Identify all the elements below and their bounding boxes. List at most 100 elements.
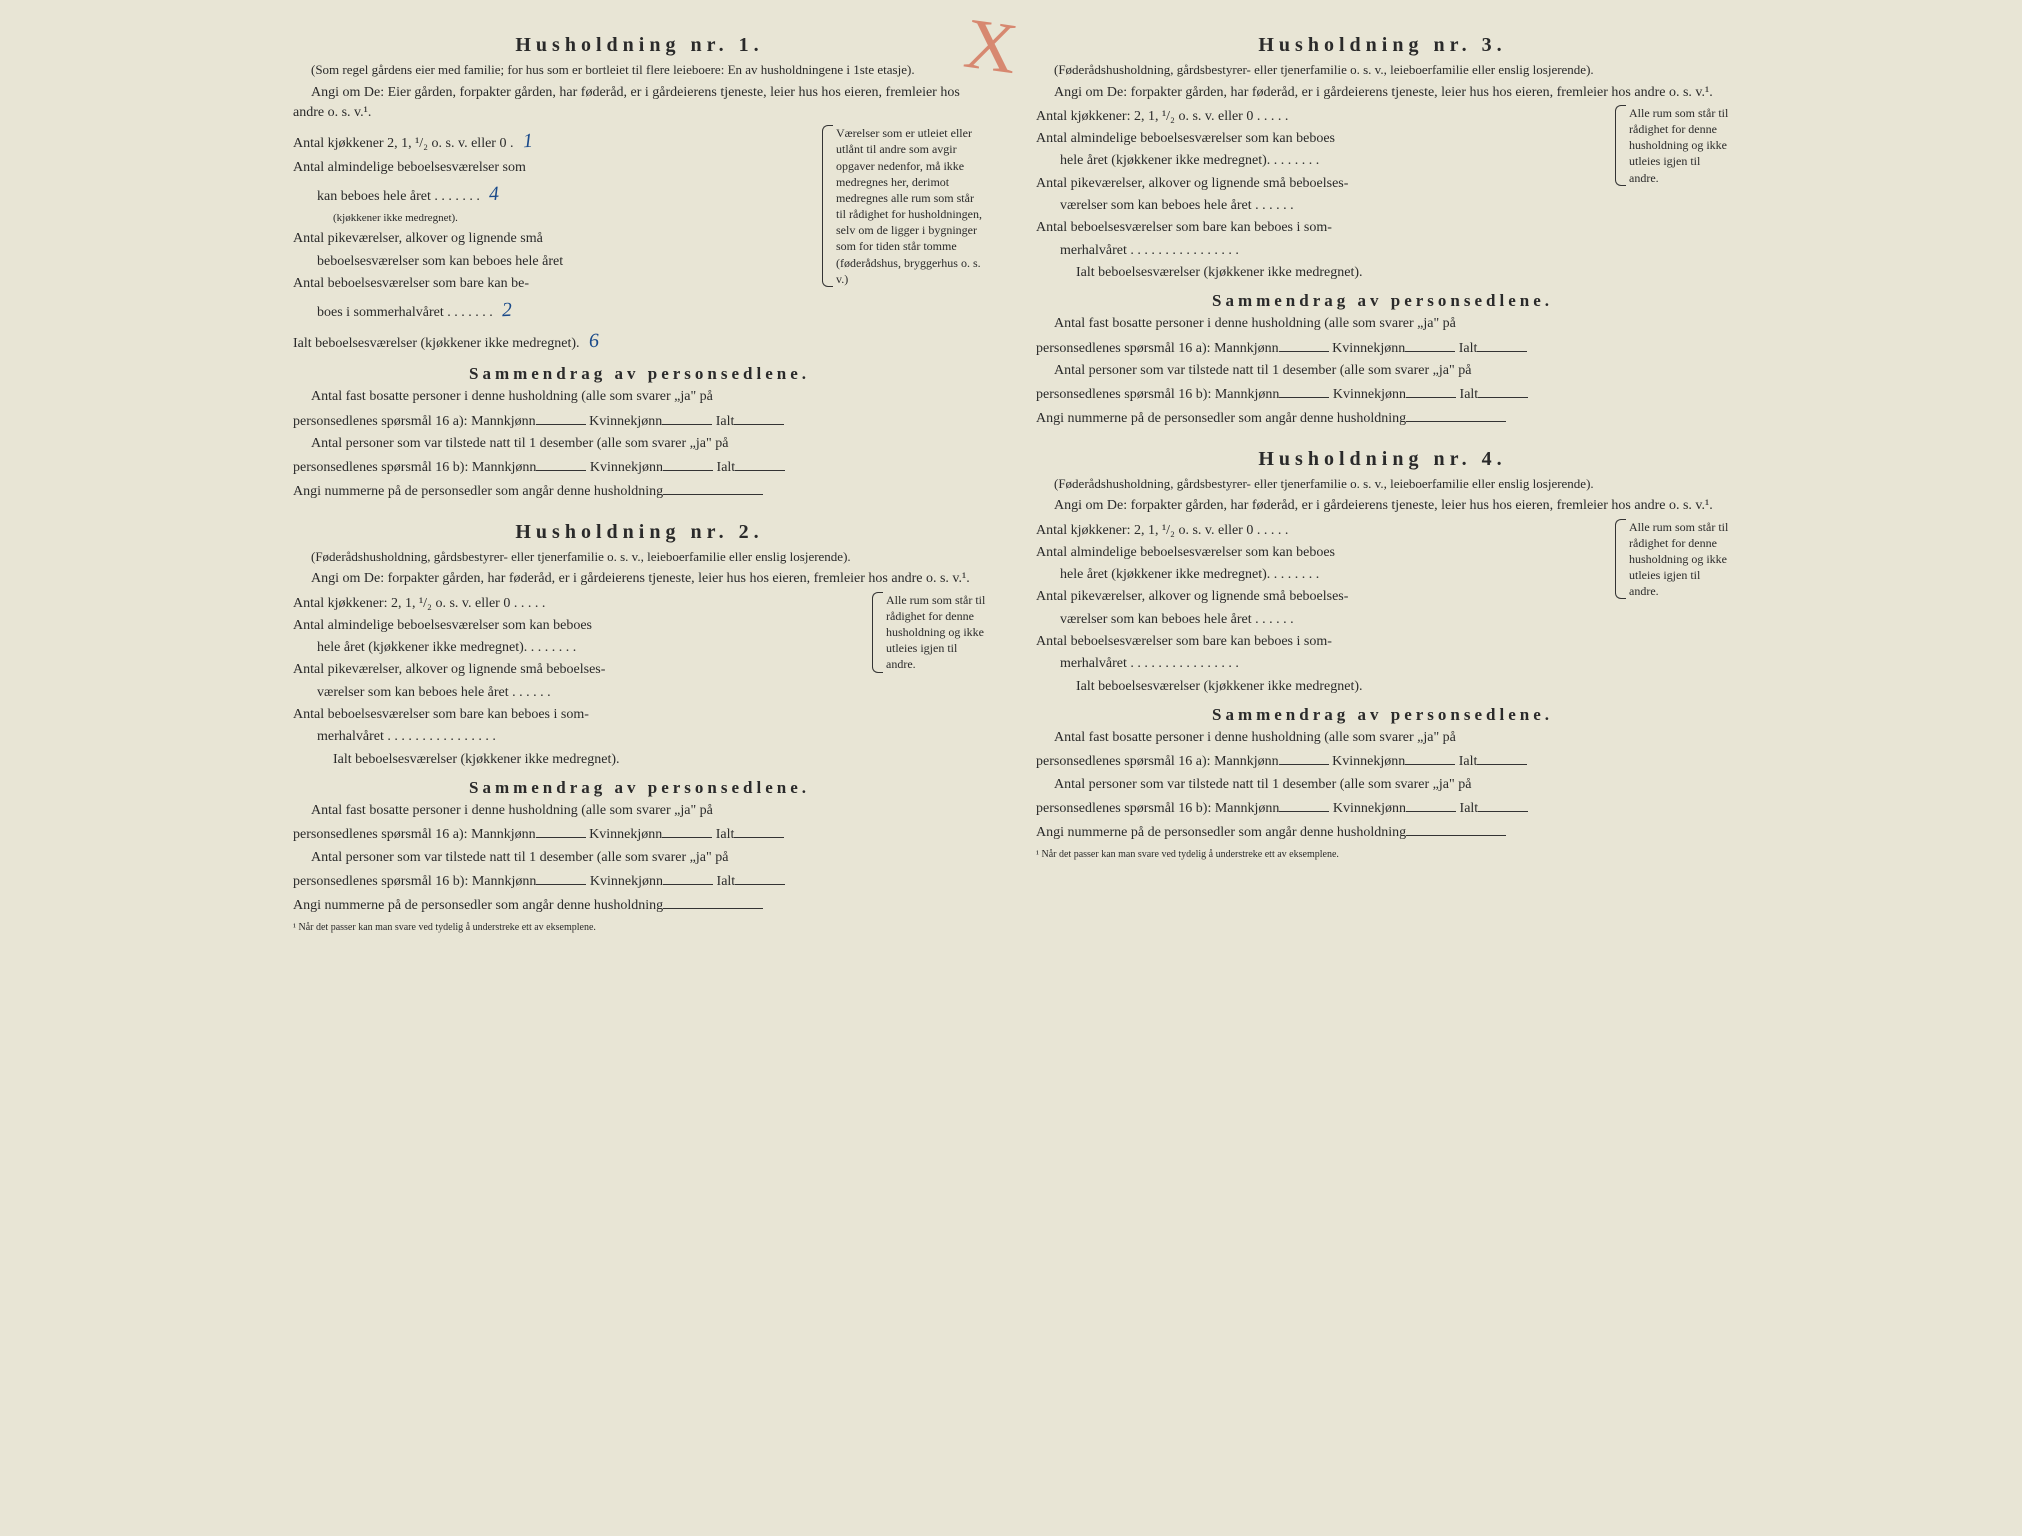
- s4-l1a: Antal fast bosatte personer i denne hush…: [1036, 728, 1729, 748]
- footnote-right: ¹ Når det passer kan man svare ved tydel…: [1036, 849, 1729, 860]
- s4l3: Angi nummerne på de personsedler som ang…: [1036, 825, 1406, 840]
- footnote-left: ¹ Når det passer kan man svare ved tydel…: [293, 922, 986, 933]
- hh2-q3b: værelser som kan beboes hele året . . . …: [293, 683, 874, 703]
- s2-l2a: Antal personer som var tilstede natt til…: [293, 848, 986, 868]
- household-3: Husholdning nr. 3. (Føderådshusholdning,…: [1036, 30, 1729, 432]
- hh3-q4a: Antal beboelsesværelser som bare kan beb…: [1036, 218, 1617, 238]
- hh4-q4a: Antal beboelsesværelser som bare kan beb…: [1036, 632, 1617, 652]
- hh1-q3a: Antal pikeværelser, alkover og lignende …: [293, 229, 824, 249]
- hh4-q3a: Antal pikeværelser, alkover og lignende …: [1036, 587, 1617, 607]
- hh3-q1: Antal kjøkkener: 2, 1, ¹/₂ o. s. v. elle…: [1036, 107, 1617, 127]
- hh3-q3a: Antal pikeværelser, alkover og lignende …: [1036, 174, 1617, 194]
- hh4-sub: (Føderådshusholdning, gårdsbestyrer- ell…: [1036, 475, 1729, 493]
- s3-l1a: Antal fast bosatte personer i denne hush…: [1036, 314, 1729, 334]
- s2-l1b: personsedlenes spørsmål 16 a): Mannkjønn…: [293, 823, 986, 845]
- s3l2b: personsedlenes spørsmål 16 b): Mannkjønn: [1036, 387, 1279, 402]
- s2-ialt: Ialt: [716, 827, 735, 842]
- s1-l2a: Antal personer som var tilstede natt til…: [293, 434, 986, 454]
- hh1-val2: 4: [489, 180, 501, 209]
- s2-ialt2: Ialt: [717, 874, 736, 889]
- hh3-title: Husholdning nr. 3.: [1036, 34, 1729, 57]
- s2l3: Angi nummerne på de personsedler som ang…: [293, 898, 663, 913]
- hh2-sub: (Føderådshusholdning, gårdsbestyrer- ell…: [293, 548, 986, 566]
- hh3-side-text: Alle rum som står til rådighet for denne…: [1629, 106, 1728, 185]
- hh1-q2c: (kjøkkener ikke medregnet).: [293, 211, 824, 227]
- hh1-val4: 2: [501, 296, 513, 325]
- s4-ialt: Ialt: [1459, 754, 1478, 769]
- hh3-q4b: merhalvåret . . . . . . . . . . . . . . …: [1036, 241, 1617, 261]
- s3l1b: personsedlenes spørsmål 16 a): Mannkjønn: [1036, 341, 1279, 356]
- hh1-angi: Angi om De: Eier gården, forpakter gårde…: [293, 83, 986, 124]
- hh2-q5: Ialt beboelsesværelser (kjøkkener ikke m…: [293, 750, 874, 770]
- hh4-angi: Angi om De: forpakter gården, har føderå…: [1036, 496, 1729, 516]
- hh3-sidebox: Alle rum som står til rådighet for denne…: [1617, 105, 1729, 186]
- brace-icon: [822, 125, 833, 287]
- hh3-q2b: hele året (kjøkkener ikke medregnet). . …: [1036, 151, 1617, 171]
- s1l1b: personsedlenes spørsmål 16 a): Mannkjønn: [293, 414, 536, 429]
- brace-icon: [1615, 105, 1626, 186]
- s2l1b: personsedlenes spørsmål 16 a): Mannkjønn: [293, 827, 536, 842]
- hh1-sub: (Som regel gårdens eier med familie; for…: [293, 61, 986, 79]
- s4-l2a: Antal personer som var tilstede natt til…: [1036, 775, 1729, 795]
- s3-l1b: personsedlenes spørsmål 16 a): Mannkjønn…: [1036, 337, 1729, 359]
- s3-l2a: Antal personer som var tilstede natt til…: [1036, 361, 1729, 381]
- summary1-title: Sammendrag av personsedlene.: [293, 364, 986, 384]
- hh4-q4b: merhalvåret . . . . . . . . . . . . . . …: [1036, 654, 1617, 674]
- s2-l1a: Antal fast bosatte personer i denne hush…: [293, 801, 986, 821]
- hh2-q3a: Antal pikeværelser, alkover og lignende …: [293, 660, 874, 680]
- hh1-q5-row: Ialt beboelsesværelser (kjøkkener ikke m…: [293, 327, 824, 356]
- hh3-q5: Ialt beboelsesværelser (kjøkkener ikke m…: [1036, 263, 1617, 283]
- s3l3: Angi nummerne på de personsedler som ang…: [1036, 411, 1406, 426]
- hh4-side-text: Alle rum som står til rådighet for denne…: [1629, 520, 1728, 599]
- s2-kv: Kvinnekjønn: [589, 827, 662, 842]
- s1-kv: Kvinnekjønn: [589, 414, 662, 429]
- s3-l3: Angi nummerne på de personsedler som ang…: [1036, 407, 1729, 429]
- hh2-angi: Angi om De: forpakter gården, har føderå…: [293, 569, 986, 589]
- hh2-sidebox: Alle rum som står til rådighet for denne…: [874, 592, 986, 673]
- s1-l2b: personsedlenes spørsmål 16 b): Mannkjønn…: [293, 456, 986, 478]
- s3-kv: Kvinnekjønn: [1332, 341, 1405, 356]
- hh2-title: Husholdning nr. 2.: [293, 521, 986, 544]
- s1-l1a: Antal fast bosatte personer i denne hush…: [293, 387, 986, 407]
- hh1-q4b-row: boes i sommerhalvåret . . . . . . . 2: [293, 296, 824, 325]
- hh2-q4a: Antal beboelsesværelser som bare kan beb…: [293, 705, 874, 725]
- s4l2b: personsedlenes spørsmål 16 b): Mannkjønn: [1036, 801, 1279, 816]
- s1-kv2: Kvinnekjønn: [590, 460, 663, 475]
- hh1-q1: Antal kjøkkener 2, 1, ¹/₂ o. s. v. eller…: [293, 127, 824, 156]
- s2-l3: Angi nummerne på de personsedler som ang…: [293, 894, 986, 916]
- summary3-title: Sammendrag av personsedlene.: [1036, 291, 1729, 311]
- s4-ialt2: Ialt: [1460, 801, 1479, 816]
- hh2-q4b: merhalvåret . . . . . . . . . . . . . . …: [293, 727, 874, 747]
- q5-lbl: Ialt beboelsesværelser (kjøkkener ikke m…: [293, 336, 580, 351]
- s1l2b: personsedlenes spørsmål 16 b): Mannkjønn: [293, 460, 536, 475]
- brace-icon: [872, 592, 883, 673]
- s4-kv2: Kvinnekjønn: [1333, 801, 1406, 816]
- s4l1b: personsedlenes spørsmål 16 a): Mannkjønn: [1036, 754, 1279, 769]
- hh4-sidebox: Alle rum som står til rådighet for denne…: [1617, 519, 1729, 600]
- q4b-lbl: boes i sommerhalvåret . . . . . . .: [317, 305, 493, 320]
- hh4-q2a: Antal almindelige beboelsesværelser som …: [1036, 543, 1617, 563]
- hh3-angi: Angi om De: forpakter gården, har føderå…: [1036, 83, 1729, 103]
- household-4: Husholdning nr. 4. (Føderådshusholdning,…: [1036, 444, 1729, 861]
- s2-kv2: Kvinnekjønn: [590, 874, 663, 889]
- hh2-side-text: Alle rum som står til rådighet for denne…: [886, 593, 985, 672]
- hh1-side-text: Værelser som er utleiet eller utlånt til…: [836, 126, 982, 286]
- hh3-q3b: værelser som kan beboes hele året . . . …: [1036, 196, 1617, 216]
- left-column: Husholdning nr. 1. (Som regel gårdens ei…: [293, 30, 986, 945]
- q1-lbl: Antal kjøkkener 2, 1, ¹/₂ o. s. v. eller…: [293, 136, 513, 151]
- q2b-lbl: kan beboes hele året . . . . . . .: [317, 189, 480, 204]
- brace-icon: [1615, 519, 1626, 600]
- hh1-q4a: Antal beboelsesværelser som bare kan be-: [293, 274, 824, 294]
- s3-ialt: Ialt: [1459, 341, 1478, 356]
- summary2-title: Sammendrag av personsedlene.: [293, 778, 986, 798]
- hh1-q2a: Antal almindelige beboelsesværelser som: [293, 158, 824, 178]
- s2l2b: personsedlenes spørsmål 16 b): Mannkjønn: [293, 874, 536, 889]
- s4-kv: Kvinnekjønn: [1332, 754, 1405, 769]
- s4-l1b: personsedlenes spørsmål 16 a): Mannkjønn…: [1036, 750, 1729, 772]
- hh4-title: Husholdning nr. 4.: [1036, 448, 1729, 471]
- hh1-val1: 1: [522, 127, 534, 156]
- s1-l3: Angi nummerne på de personsedler som ang…: [293, 480, 986, 502]
- hh4-q2b: hele året (kjøkkener ikke medregnet). . …: [1036, 565, 1617, 585]
- s2-l2b: personsedlenes spørsmål 16 b): Mannkjønn…: [293, 870, 986, 892]
- household-1: Husholdning nr. 1. (Som regel gårdens ei…: [293, 30, 986, 505]
